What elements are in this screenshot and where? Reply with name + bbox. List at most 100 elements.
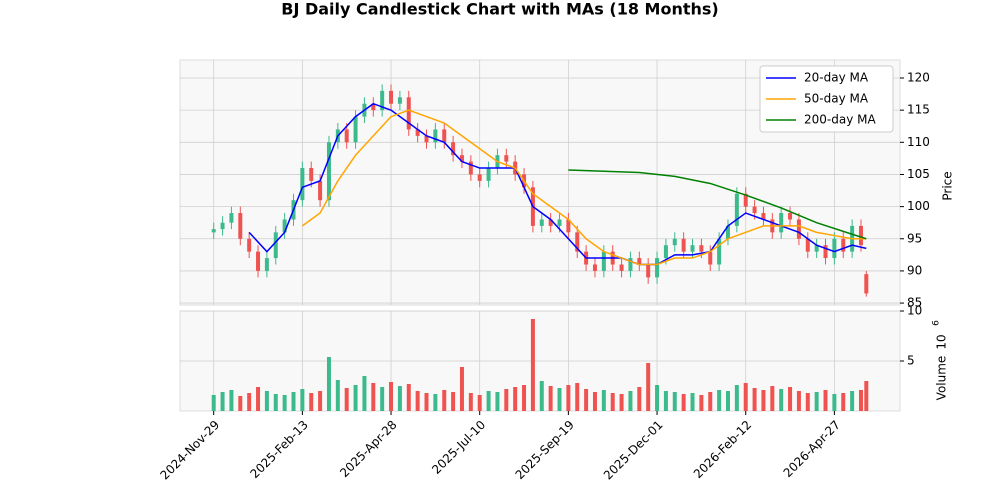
candle-body [380,90,385,111]
volume-bar [539,381,544,411]
x-tick-label: 2025-Feb-13 [248,418,311,481]
volume-bar [424,393,429,411]
y-tick-label: 120 [907,71,930,85]
volume-bar [229,390,234,411]
y-tick-label: 85 [907,296,922,310]
volume-bar [841,393,846,411]
candle-body [628,258,633,271]
y-tick-label: 95 [907,231,922,245]
volume-bar [300,389,305,411]
candle-body [672,238,677,246]
y-axis-label: Price [941,171,955,200]
volume-bar [796,391,801,411]
candle-body [318,180,323,201]
volume-bar [238,396,243,411]
volume-bar [743,383,748,411]
candle-body [699,245,704,252]
volume-bar [389,382,394,411]
volume-bar [672,392,677,411]
candle-body [814,245,819,252]
volume-bar [557,388,562,411]
candle-body [832,238,837,259]
candle-body [229,213,234,223]
volume-bar [353,385,358,411]
volume-bar [264,391,269,411]
volume-bar [415,391,420,411]
volume-bar [805,393,810,411]
candle-body [752,206,757,214]
candle-body [406,97,411,130]
volume-bar [575,383,580,411]
candle-body [433,129,438,143]
volume-bar [708,392,713,411]
y-tick-label: 90 [907,263,922,277]
volume-bar [725,391,730,411]
candle-body [761,213,766,220]
candle-body [344,129,349,143]
volume-bar [291,392,296,411]
volume-bar [326,357,331,411]
candle-body [841,238,846,252]
volume-bar [601,390,606,411]
x-tick-label: 2025-Apr-28 [337,418,399,480]
volume-bar [433,394,438,411]
candle-body [805,238,810,252]
candle-body [601,251,606,271]
candle-body [681,238,686,252]
volume-bar [220,392,225,411]
volume-bar [655,385,660,411]
volume-bar [495,392,500,411]
volume-bar [690,393,695,411]
candle-body [566,219,571,233]
volume-bar [530,319,535,411]
volume-bar [592,392,597,411]
candle-body [220,222,225,230]
volume-bar [309,393,314,411]
volume-bar [566,385,571,411]
y-tick-label: 115 [907,103,930,117]
volume-bar [256,387,261,411]
volume-axis-label: Volume [935,356,949,401]
x-tick-label: 2025-Dec-01 [601,418,666,483]
volume-scale-base: 10 [935,334,949,349]
candle-body [353,116,358,143]
volume-bar [380,387,385,411]
volume-bar [823,390,828,411]
candle-body [282,219,287,233]
x-tick-label: 2025-Sep-19 [513,418,577,482]
candle-body [823,245,828,259]
x-tick-label: 2026-Feb-12 [691,418,754,481]
y-tick-label: 10 [907,304,922,318]
volume-bar [504,389,509,411]
volume-bar [486,391,491,411]
candle-body [655,258,660,278]
volume-bar [362,376,367,411]
candle-body [424,135,429,143]
marks [211,84,869,411]
candle-body [415,129,420,136]
volume-bar [371,383,376,411]
candle-body [486,168,491,181]
candle-body [477,174,482,181]
volume-bar [850,391,855,411]
volume-bar [477,395,482,411]
volume-bar [282,395,287,411]
candle-body [619,264,624,271]
ma-line [301,109,867,266]
volume-bar [858,390,863,411]
candle-body [468,161,473,175]
candle-body [247,238,252,252]
legend-label: 200-day MA [804,113,876,127]
volume-bar [459,367,464,411]
volume-bar [406,384,411,411]
legend-label: 50-day MA [804,92,869,106]
candle-body [371,103,376,111]
candle-body [504,155,509,162]
volume-bar [344,388,349,411]
candle-body [717,238,722,265]
x-tick-label: 2024-Nov-29 [158,418,223,483]
candle-body [389,90,394,104]
x-tick-label: 2025-Jul-10 [429,418,488,477]
legend-label: 20-day MA [804,71,869,85]
